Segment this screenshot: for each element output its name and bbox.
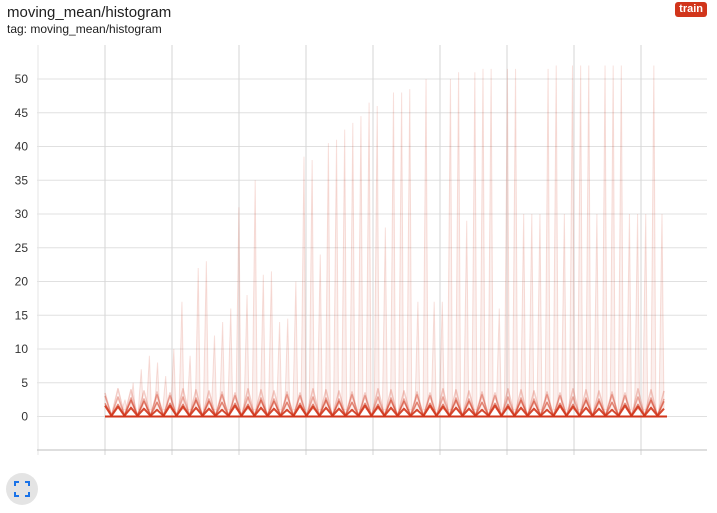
histogram-spike — [455, 72, 462, 411]
histogram-spike — [235, 207, 242, 411]
histogram-spike — [210, 335, 218, 411]
expand-chart-button[interactable] — [6, 473, 38, 505]
histogram-spike — [552, 65, 559, 411]
histogram-spike — [292, 281, 299, 411]
chart-title: moving_mean/histogram — [7, 4, 172, 21]
histogram-spike — [186, 355, 193, 411]
y-tick-label: 0 — [21, 410, 28, 424]
histogram-spike — [544, 68, 551, 411]
histogram-spike — [520, 213, 527, 411]
histogram-spike — [528, 213, 535, 411]
y-tick-label: 45 — [15, 106, 29, 120]
histogram-spike — [577, 65, 584, 411]
histogram-spike — [389, 92, 397, 411]
histogram-spike — [617, 65, 624, 411]
histogram-spike — [601, 65, 608, 411]
histogram-spike — [471, 72, 478, 411]
histogram-spike — [227, 308, 234, 411]
histogram-spike — [162, 375, 169, 411]
run-badge[interactable]: train — [675, 2, 707, 17]
histogram-spike — [373, 105, 380, 411]
histogram-spike — [495, 308, 502, 411]
histogram-spike — [194, 267, 201, 411]
histogram-spike — [512, 68, 519, 411]
y-tick-label: 35 — [15, 173, 29, 187]
histogram-spike — [381, 227, 388, 411]
fullscreen-icon — [14, 481, 30, 497]
histogram-spike — [536, 213, 543, 411]
histogram-base-band — [104, 388, 667, 418]
histogram-spike — [593, 213, 600, 411]
histogram-spike — [398, 92, 405, 411]
y-tick-label: 10 — [15, 342, 29, 356]
histogram-spike — [300, 156, 307, 411]
histogram-spike — [267, 271, 274, 411]
y-axis-ticks: 0 5 10 15 20 25 30 35 40 45 50 — [15, 72, 29, 424]
y-tick-label: 5 — [21, 376, 28, 390]
y-tick-label: 30 — [15, 207, 29, 221]
histogram-spike — [446, 78, 453, 411]
histogram-spike — [503, 68, 510, 411]
histogram-spike — [463, 220, 470, 411]
histogram-spike — [625, 213, 632, 411]
histogram-spike — [479, 68, 486, 411]
histogram-spike — [341, 129, 348, 411]
histogram-spike — [333, 139, 340, 411]
histogram-spike — [658, 213, 665, 411]
histogram-spike — [251, 180, 258, 411]
histogram-spike — [430, 301, 437, 411]
histogram-spike — [357, 116, 364, 411]
chart-tag: tag: moving_mean/histogram — [7, 22, 162, 36]
histogram-spike — [316, 254, 323, 411]
histogram-spike — [145, 355, 152, 411]
histogram-spike — [121, 399, 128, 411]
histogram-spike — [365, 102, 372, 411]
histogram-spike — [422, 78, 429, 411]
histogram-spike — [276, 321, 283, 411]
histogram-spike — [560, 213, 567, 411]
y-tick-label: 40 — [15, 140, 29, 154]
histogram-spike — [634, 213, 641, 411]
histogram-spike — [202, 261, 209, 411]
histogram-spike — [642, 213, 649, 411]
histogram-spike — [324, 143, 331, 411]
histogram-spike — [585, 65, 592, 411]
y-tick-label: 20 — [15, 275, 29, 289]
histogram-spike — [487, 68, 494, 411]
histogram-spike — [609, 65, 616, 411]
y-tick-label: 15 — [15, 308, 29, 322]
histogram-spike — [650, 65, 657, 411]
histogram-spike — [349, 122, 356, 411]
histogram-spikes — [121, 65, 665, 411]
histogram-spike — [308, 159, 315, 411]
grid — [37, 45, 707, 455]
histogram-spike — [406, 89, 413, 411]
y-tick-label: 25 — [15, 241, 29, 255]
histogram-chart: 0 5 10 15 20 25 30 35 40 45 50 — [15, 45, 707, 455]
y-tick-label: 50 — [15, 72, 29, 86]
